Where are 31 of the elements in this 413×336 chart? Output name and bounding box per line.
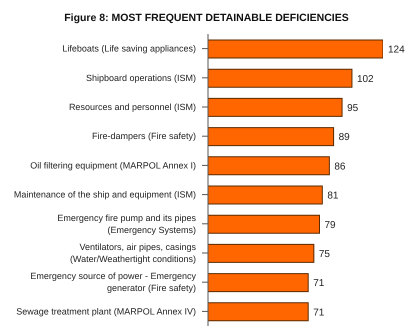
y-tick-label: Shipboard operations (ISM) xyxy=(86,72,196,83)
y-tick-label: Lifeboats (Life saving appliances) xyxy=(62,44,196,54)
bar xyxy=(208,244,314,263)
y-tick-label: Resources and personnel (ISM) xyxy=(68,102,196,112)
y-tick-label: Fire-dampers (Fire safety) xyxy=(92,131,196,142)
data-label: 124 xyxy=(388,44,406,56)
data-label: 71 xyxy=(313,278,325,290)
data-label: 95 xyxy=(347,102,359,114)
data-label: 102 xyxy=(356,74,374,85)
bar xyxy=(208,127,334,146)
y-tick-label: Ventilators, air pipes, casings (Water/Weathertight conditions) xyxy=(70,242,196,264)
data-label: 89 xyxy=(338,132,350,144)
data-label: 71 xyxy=(313,307,325,318)
y-tick-label: Sewage treatment plant (MARPOL Annex IV) xyxy=(16,306,196,316)
bar xyxy=(208,156,330,176)
chart-title: Figure 8: MOST FREQUENT DETAINABLE DEFICIENCIES xyxy=(63,11,350,26)
bar xyxy=(208,302,309,322)
data-label: 79 xyxy=(324,220,336,231)
data-label: 81 xyxy=(327,190,339,202)
bar xyxy=(208,214,320,234)
y-tick-label: Emergency source of power - Emergency generator (Fire safety) xyxy=(30,271,196,294)
data-label: 75 xyxy=(318,248,330,260)
bar xyxy=(208,273,309,292)
y-tick-label: Oil filtering equipment (MARPOL Annex I) xyxy=(30,160,196,170)
data-label: 86 xyxy=(334,161,346,172)
y-tick-label: Emergency fire pump and its pipes (Emergency Systems) xyxy=(57,212,196,235)
bar xyxy=(208,186,323,204)
bar xyxy=(208,40,383,58)
y-tick-label: Maintenance of the ship and equipment (ISM) xyxy=(14,190,196,200)
bar xyxy=(208,68,352,88)
bar xyxy=(208,98,343,117)
